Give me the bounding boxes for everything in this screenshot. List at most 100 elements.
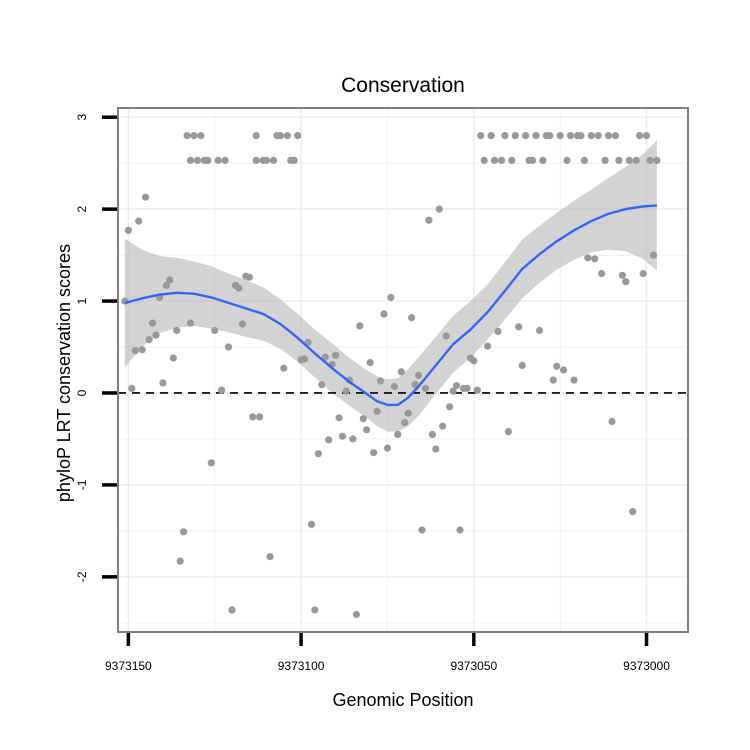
data-point-108 xyxy=(487,132,495,140)
smooth-line-layer xyxy=(124,204,657,407)
data-point-66 xyxy=(342,387,350,395)
data-point-65 xyxy=(338,432,347,440)
data-point-19 xyxy=(186,156,195,164)
plot-border xyxy=(117,107,689,633)
data-point-7 xyxy=(145,336,153,344)
data-point-149 xyxy=(629,508,637,516)
y-tick-label-0: -2 xyxy=(75,571,89,582)
data-point-48 xyxy=(280,364,288,372)
data-point-146 xyxy=(618,271,627,279)
y-axis-label: phyloP LRT conservation scores xyxy=(54,244,74,502)
data-point-155 xyxy=(649,251,658,259)
data-point-58 xyxy=(314,450,322,458)
data-point-80 xyxy=(390,382,398,391)
data-point-84 xyxy=(404,409,412,417)
x-tick-label-2: 9373050 xyxy=(450,659,497,673)
data-point-28 xyxy=(214,156,222,164)
data-point-91 xyxy=(428,430,436,438)
data-point-49 xyxy=(283,132,291,140)
confidence-ribbon-layer xyxy=(124,140,657,432)
data-point-35 xyxy=(238,320,246,328)
data-point-1 xyxy=(124,226,132,234)
data-point-98 xyxy=(452,382,461,390)
data-point-61 xyxy=(325,436,333,444)
data-point-38 xyxy=(249,413,257,421)
data-point-135 xyxy=(580,156,589,164)
data-point-37 xyxy=(245,273,253,281)
confidence-ribbon xyxy=(124,140,657,432)
data-point-111 xyxy=(497,156,506,164)
data-point-11 xyxy=(159,379,167,387)
data-point-25 xyxy=(204,156,212,164)
data-point-131 xyxy=(566,132,575,140)
data-points-layer xyxy=(121,132,661,619)
x-tick-label-0: 9373150 xyxy=(105,659,152,673)
data-point-89 xyxy=(421,384,430,392)
data-point-83 xyxy=(401,418,409,426)
data-point-151 xyxy=(636,132,644,140)
smooth-line xyxy=(124,204,657,407)
data-point-32 xyxy=(228,606,236,614)
data-point-15 xyxy=(173,326,181,335)
data-point-31 xyxy=(224,343,233,351)
data-point-154 xyxy=(646,156,654,164)
y-tick-label-4: 2 xyxy=(75,205,89,212)
data-point-2 xyxy=(128,384,136,392)
data-point-103 xyxy=(470,357,478,365)
data-point-63 xyxy=(332,351,340,359)
data-point-122 xyxy=(535,326,544,335)
data-point-71 xyxy=(359,415,367,423)
data-point-107 xyxy=(484,342,492,350)
data-point-69 xyxy=(352,610,360,619)
y-tick-label-2: 0 xyxy=(75,389,89,396)
data-point-82 xyxy=(397,368,405,376)
data-point-75 xyxy=(373,407,381,415)
data-point-121 xyxy=(532,132,540,140)
data-point-72 xyxy=(363,426,371,434)
data-point-144 xyxy=(611,132,620,140)
data-point-136 xyxy=(584,254,592,262)
data-point-59 xyxy=(318,381,326,389)
data-point-6 xyxy=(142,193,150,201)
data-point-64 xyxy=(335,414,343,422)
data-point-26 xyxy=(207,459,215,467)
data-point-93 xyxy=(435,205,443,213)
data-point-29 xyxy=(218,386,226,394)
data-point-12 xyxy=(162,281,170,289)
y-tick-label-5: 3 xyxy=(75,114,89,121)
data-point-90 xyxy=(425,216,433,224)
data-point-118 xyxy=(522,132,530,140)
data-point-34 xyxy=(235,284,243,292)
data-point-94 xyxy=(439,422,447,430)
data-point-97 xyxy=(449,387,457,395)
data-point-120 xyxy=(528,156,537,164)
data-point-76 xyxy=(376,377,385,385)
data-point-77 xyxy=(380,310,388,318)
data-point-99 xyxy=(456,526,464,534)
data-point-23 xyxy=(197,132,205,140)
data-point-30 xyxy=(221,156,229,164)
data-point-73 xyxy=(366,359,374,367)
data-point-112 xyxy=(501,132,509,140)
data-point-139 xyxy=(594,132,602,140)
data-point-142 xyxy=(604,132,613,140)
data-point-70 xyxy=(356,322,364,330)
data-point-92 xyxy=(432,445,440,453)
x-tick-label-3: 9373000 xyxy=(623,659,670,673)
data-point-153 xyxy=(642,132,651,140)
data-point-8 xyxy=(148,319,157,327)
y-tick-label-1: -1 xyxy=(75,479,89,490)
data-point-140 xyxy=(598,269,606,278)
x-axis-label: Genomic Position xyxy=(332,690,473,710)
data-point-134 xyxy=(577,132,585,140)
data-point-13 xyxy=(166,276,174,284)
data-point-41 xyxy=(256,413,264,421)
data-point-68 xyxy=(349,435,357,443)
data-point-156 xyxy=(653,156,661,164)
x-tick-label-1: 9373100 xyxy=(278,659,325,673)
data-point-39 xyxy=(252,132,260,140)
y-axis-ticks: -2 -1 0 1 2 3 xyxy=(75,114,117,582)
data-point-17 xyxy=(180,528,188,536)
